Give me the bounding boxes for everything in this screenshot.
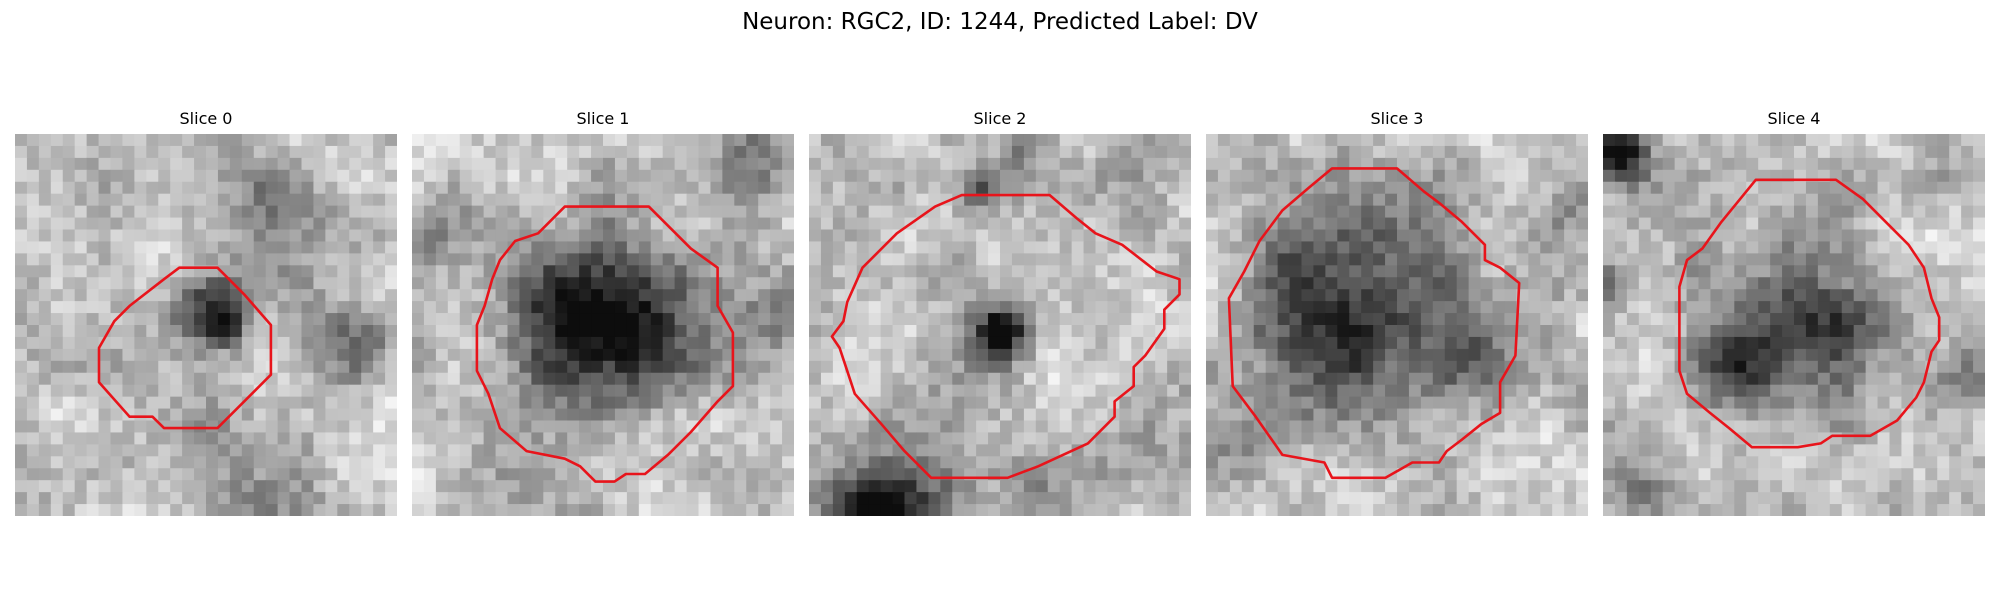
- slice-pixels: [1603, 134, 1985, 516]
- cell-contour: [830, 193, 1181, 480]
- slice-pixels: [15, 134, 397, 516]
- cell-contour: [1227, 167, 1521, 480]
- cell-contour: [97, 266, 273, 430]
- cell-contour: [475, 205, 735, 483]
- slice-pixels: [809, 134, 1191, 516]
- cell-contour: [1678, 178, 1941, 449]
- slice-image: [15, 134, 397, 516]
- slice-title: Slice 3: [1370, 109, 1424, 128]
- slice-image: [1206, 134, 1588, 516]
- slice-title: Slice 2: [973, 109, 1027, 128]
- slice-image: [412, 134, 794, 516]
- slice-image: [809, 134, 1191, 516]
- slice-title: Slice 0: [179, 109, 233, 128]
- slice-pixels: [1206, 134, 1588, 516]
- slice-title: Slice 4: [1767, 109, 1821, 128]
- slice-title: Slice 1: [576, 109, 630, 128]
- slice-pixels: [412, 134, 794, 516]
- slice-image: [1603, 134, 1985, 516]
- figure-title: Neuron: RGC2, ID: 1244, Predicted Label:…: [742, 9, 1258, 35]
